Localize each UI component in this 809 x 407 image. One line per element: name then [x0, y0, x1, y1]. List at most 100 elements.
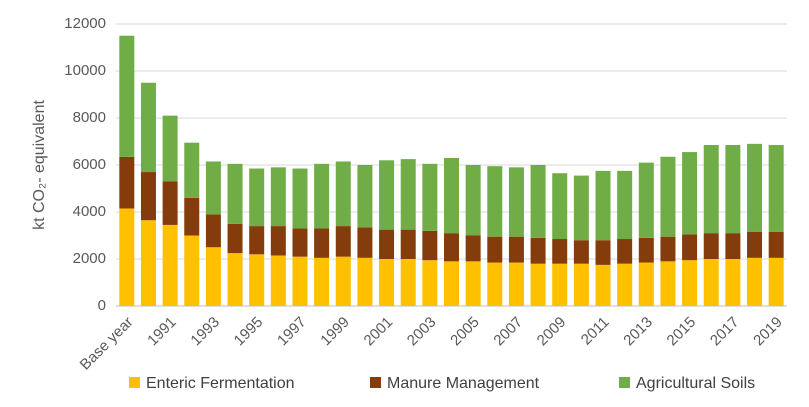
y-tick-label: 2000: [73, 250, 106, 267]
bar-segment: [162, 224, 178, 306]
bar-segment: [422, 230, 438, 261]
bar-segment: [682, 234, 698, 261]
x-tick-label: 1995: [231, 314, 267, 350]
bar-segment: [162, 181, 178, 225]
y-tick-label: 8000: [73, 109, 106, 126]
bar-segment: [703, 145, 719, 234]
bar-segment: [119, 156, 135, 209]
bar-segment: [422, 163, 438, 231]
x-tick-label: 2005: [447, 314, 483, 350]
bar-segment: [638, 237, 654, 263]
bar-segment: [487, 166, 503, 237]
bar-segment: [617, 170, 633, 240]
bar-segment: [465, 235, 481, 262]
bar-segment: [162, 115, 178, 182]
bar-segment: [530, 263, 546, 306]
bar-segment: [595, 264, 611, 306]
bar-segment: [270, 167, 286, 227]
bar-segment: [140, 172, 156, 221]
bar-segment: [140, 82, 156, 173]
bar-segment: [119, 35, 135, 157]
bar-segment: [747, 143, 763, 232]
bar-segment: [379, 259, 395, 306]
bar-segment: [638, 162, 654, 238]
x-tick-label: 2019: [750, 314, 786, 350]
bar-segment: [314, 257, 330, 306]
bar-segment: [595, 240, 611, 265]
legend: Enteric Fermentation Manure Management Agr…: [129, 375, 755, 392]
bar-segment: [508, 236, 524, 263]
bar-segment: [573, 240, 589, 264]
bar-segment: [119, 208, 135, 306]
x-tick-label: 2015: [664, 314, 700, 350]
bar-segment: [314, 228, 330, 258]
bar-segment: [682, 260, 698, 306]
x-tick-label: 2009: [534, 314, 570, 350]
bar-segment: [292, 228, 308, 257]
bar-segment: [660, 156, 676, 237]
x-tick-label: 2007: [490, 314, 526, 350]
bar-segment: [530, 165, 546, 238]
bar-segment: [357, 165, 373, 228]
bar-segment: [379, 229, 395, 259]
bar-segment: [487, 236, 503, 263]
y-axis-label: kt CO₂- equivalent: [31, 100, 48, 230]
bar-segment: [227, 253, 243, 306]
x-tick-label: 2011: [578, 314, 613, 349]
bar-segment: [400, 259, 416, 306]
bar-segment: [747, 257, 763, 306]
bar-segment: [768, 231, 784, 258]
bar-segment: [205, 247, 221, 306]
y-tick-label: 10000: [64, 62, 106, 79]
bar-segment: [530, 237, 546, 264]
bar-segment: [465, 261, 481, 306]
bar-segment: [249, 168, 265, 227]
y-tick-label: 4000: [73, 203, 106, 220]
legend-label: Manure Management: [387, 375, 540, 392]
bar-segment: [703, 233, 719, 259]
bar-segment: [184, 235, 200, 306]
bar-segment: [617, 263, 633, 306]
bar-segment: [508, 167, 524, 237]
bar-segment: [184, 142, 200, 198]
bar-segment: [552, 239, 568, 264]
bar-segment: [227, 223, 243, 254]
bar-segment: [725, 259, 741, 306]
bar-segment: [140, 220, 156, 306]
bar-segment: [768, 257, 784, 306]
bar-segment: [703, 259, 719, 306]
y-tick-label: 0: [98, 297, 106, 314]
bar-segment: [249, 226, 265, 255]
bar-segment: [400, 159, 416, 230]
bar-segment: [725, 233, 741, 259]
bar-segment: [292, 256, 308, 306]
legend-label: Agricultural Soils: [636, 375, 755, 392]
x-tick-label: 1993: [187, 314, 223, 350]
bar-segment: [400, 229, 416, 259]
legend-swatch: [370, 377, 381, 388]
bar-segment: [573, 263, 589, 306]
bar-segment: [617, 239, 633, 264]
bar-segment: [508, 262, 524, 306]
bar-segment: [660, 261, 676, 306]
bar-segment: [335, 161, 351, 227]
bar-segment: [638, 262, 654, 306]
x-tick-label: 1997: [274, 314, 310, 350]
bar-segment: [205, 161, 221, 215]
bar-segment: [292, 168, 308, 229]
bar-segment: [444, 233, 459, 262]
bar-segment: [573, 175, 589, 241]
x-tick-label: 1999: [317, 314, 353, 350]
bar-segment: [205, 214, 221, 248]
x-tick-label: 2001: [361, 314, 397, 350]
bar-segment: [682, 152, 698, 235]
x-tick-label: 2013: [620, 314, 656, 350]
bar-segment: [357, 227, 373, 258]
bar-segment: [270, 255, 286, 306]
bar-segment: [335, 256, 351, 306]
bar-segment: [595, 170, 611, 241]
bar-segment: [335, 226, 351, 257]
bar-segment: [747, 231, 763, 258]
y-tick-label: 12000: [64, 15, 106, 32]
